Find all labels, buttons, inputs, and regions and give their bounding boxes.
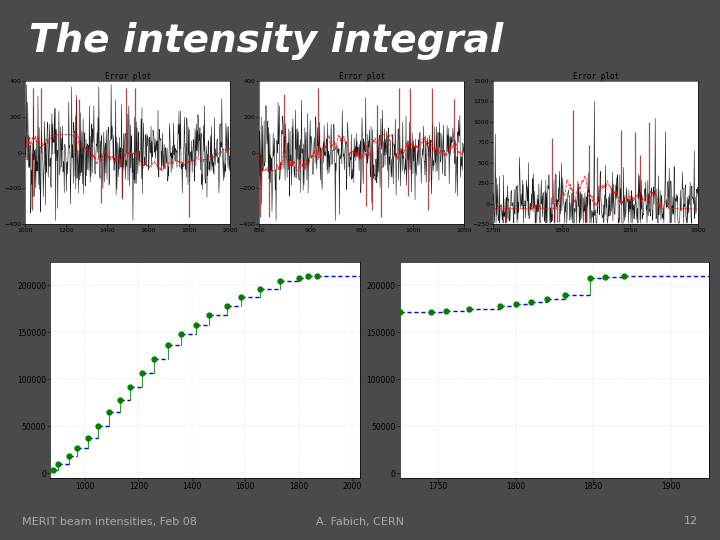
Text: 12: 12 xyxy=(684,516,698,526)
Title: Error plot: Error plot xyxy=(104,72,151,81)
Title: Error plot: Error plot xyxy=(338,72,385,81)
Text: MERIT beam intensities, Feb 08: MERIT beam intensities, Feb 08 xyxy=(22,516,197,526)
Text: The intensity integral: The intensity integral xyxy=(29,22,503,59)
Text: A. Fabich, CERN: A. Fabich, CERN xyxy=(316,516,404,526)
Title: Error plot: Error plot xyxy=(572,72,619,81)
